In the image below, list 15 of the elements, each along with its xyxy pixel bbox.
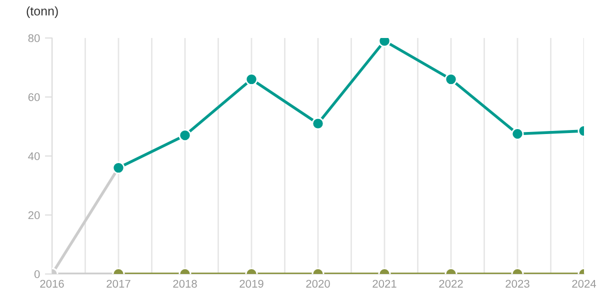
x-tick-label: 2024 — [572, 280, 596, 288]
x-tick-label: 2022 — [439, 280, 463, 288]
x-tick-label: 2023 — [506, 280, 530, 288]
x-tick-label: 2021 — [372, 280, 396, 288]
y-tick-label: 80 — [28, 34, 40, 42]
x-tick-label: 2017 — [106, 280, 130, 288]
x-tick-label: 2020 — [306, 280, 330, 288]
y-tick-label: 0 — [34, 270, 40, 278]
y-tick-label: 40 — [28, 152, 40, 160]
y-tick-label: 60 — [28, 93, 40, 102]
x-tick-label: 2019 — [240, 280, 264, 288]
x-tick-label: 2018 — [173, 280, 197, 288]
x-tick-label: 2016 — [40, 280, 64, 288]
y-axis-title: (tonn) — [26, 6, 58, 18]
y-tick-label: 20 — [28, 211, 40, 220]
